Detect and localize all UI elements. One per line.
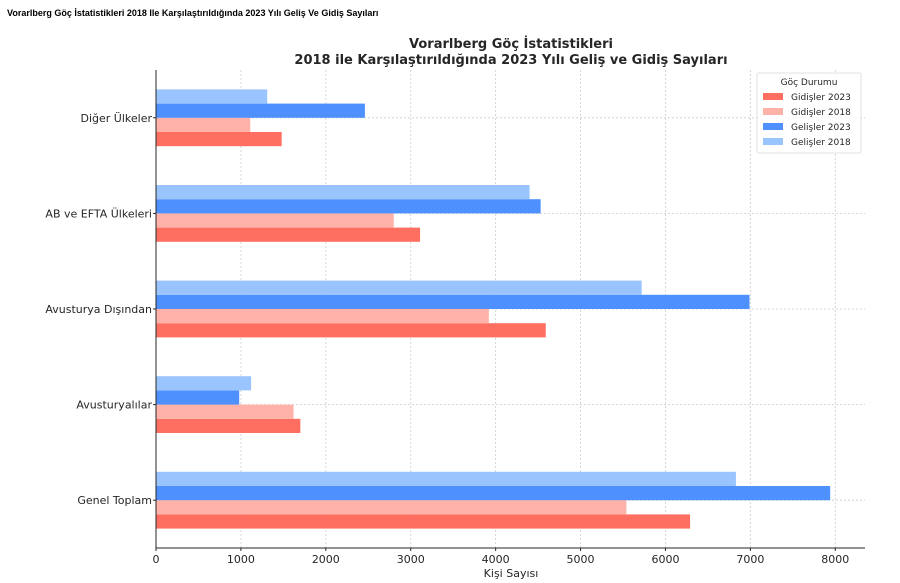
legend-entry: Gelişler 2018: [791, 138, 851, 148]
legend-entry: Gidişler 2023: [791, 93, 851, 103]
bar-gidişler-2023: [156, 514, 691, 529]
bar-gelişler-2018: [156, 471, 736, 486]
chart-title-line2: 2018 ile Karşılaştırıldığında 2023 Yılı …: [294, 53, 727, 68]
legend: Göç Durumu Gidişler 2023 Gidişler 2018 Geli…: [756, 72, 862, 154]
y-tick-label: Diğer Ülkeler: [81, 112, 153, 125]
bar-gelişler-2023: [156, 390, 240, 405]
y-tick-label: Avusturya Dışından: [45, 303, 152, 316]
legend-entry: Gidişler 2018: [791, 108, 851, 118]
bar-gelişler-2018: [156, 280, 642, 295]
legend-swatch: [763, 138, 783, 145]
bar-gelişler-2018: [156, 185, 530, 200]
y-tick-label: AB ve EFTA Ülkeleri: [45, 207, 152, 220]
bar-gelişler-2023: [156, 486, 831, 501]
bar-gelişler-2023: [156, 103, 365, 118]
x-tick-label: 2000: [312, 553, 340, 566]
bar-gidişler-2023: [156, 323, 546, 338]
bar-gidişler-2018: [156, 213, 394, 228]
bar-gelişler-2023: [156, 294, 750, 309]
y-tick-label: Avusturyalılar: [76, 399, 152, 412]
x-axis-label: Kişi Sayısı: [484, 567, 539, 580]
bar-gidişler-2018: [156, 500, 627, 515]
x-tick-label: 4000: [482, 553, 510, 566]
x-tick-label: 5000: [567, 553, 595, 566]
legend-swatch: [763, 123, 783, 130]
bar-gidişler-2018: [156, 117, 251, 132]
x-ticks: 0 1000 2000 3000 4000 5000 6000 7000 8000: [153, 548, 849, 566]
bar-gidişler-2023: [156, 418, 301, 433]
legend-title: Göç Durumu: [781, 78, 838, 88]
bar-gidişler-2023: [156, 227, 421, 242]
x-tick-label: 7000: [736, 553, 764, 566]
chart-title-line1: Vorarlberg Göç İstatistikleri: [409, 36, 613, 52]
bar-gelişler-2018: [156, 376, 252, 391]
bars: [156, 89, 831, 529]
y-ticks: Genel Toplam Avusturyalılar Avusturya Dışı…: [45, 112, 156, 507]
page-title: Vorarlberg Göç İstatistikleri 2018 Ile K…: [7, 8, 379, 18]
y-tick-label: Genel Toplam: [77, 494, 152, 507]
bar-gidişler-2018: [156, 404, 294, 419]
legend-swatch: [763, 93, 783, 100]
legend-entry: Gelişler 2023: [791, 123, 851, 133]
x-tick-label: 0: [153, 553, 160, 566]
bar-gidişler-2018: [156, 309, 489, 324]
x-tick-label: 3000: [397, 553, 425, 566]
bar-gelişler-2018: [156, 89, 268, 104]
bar-gidişler-2023: [156, 132, 282, 147]
x-tick-label: 8000: [821, 553, 849, 566]
x-tick-label: 6000: [651, 553, 679, 566]
x-tick-label: 1000: [227, 553, 255, 566]
bar-gelişler-2023: [156, 199, 541, 214]
legend-swatch: [763, 108, 783, 115]
